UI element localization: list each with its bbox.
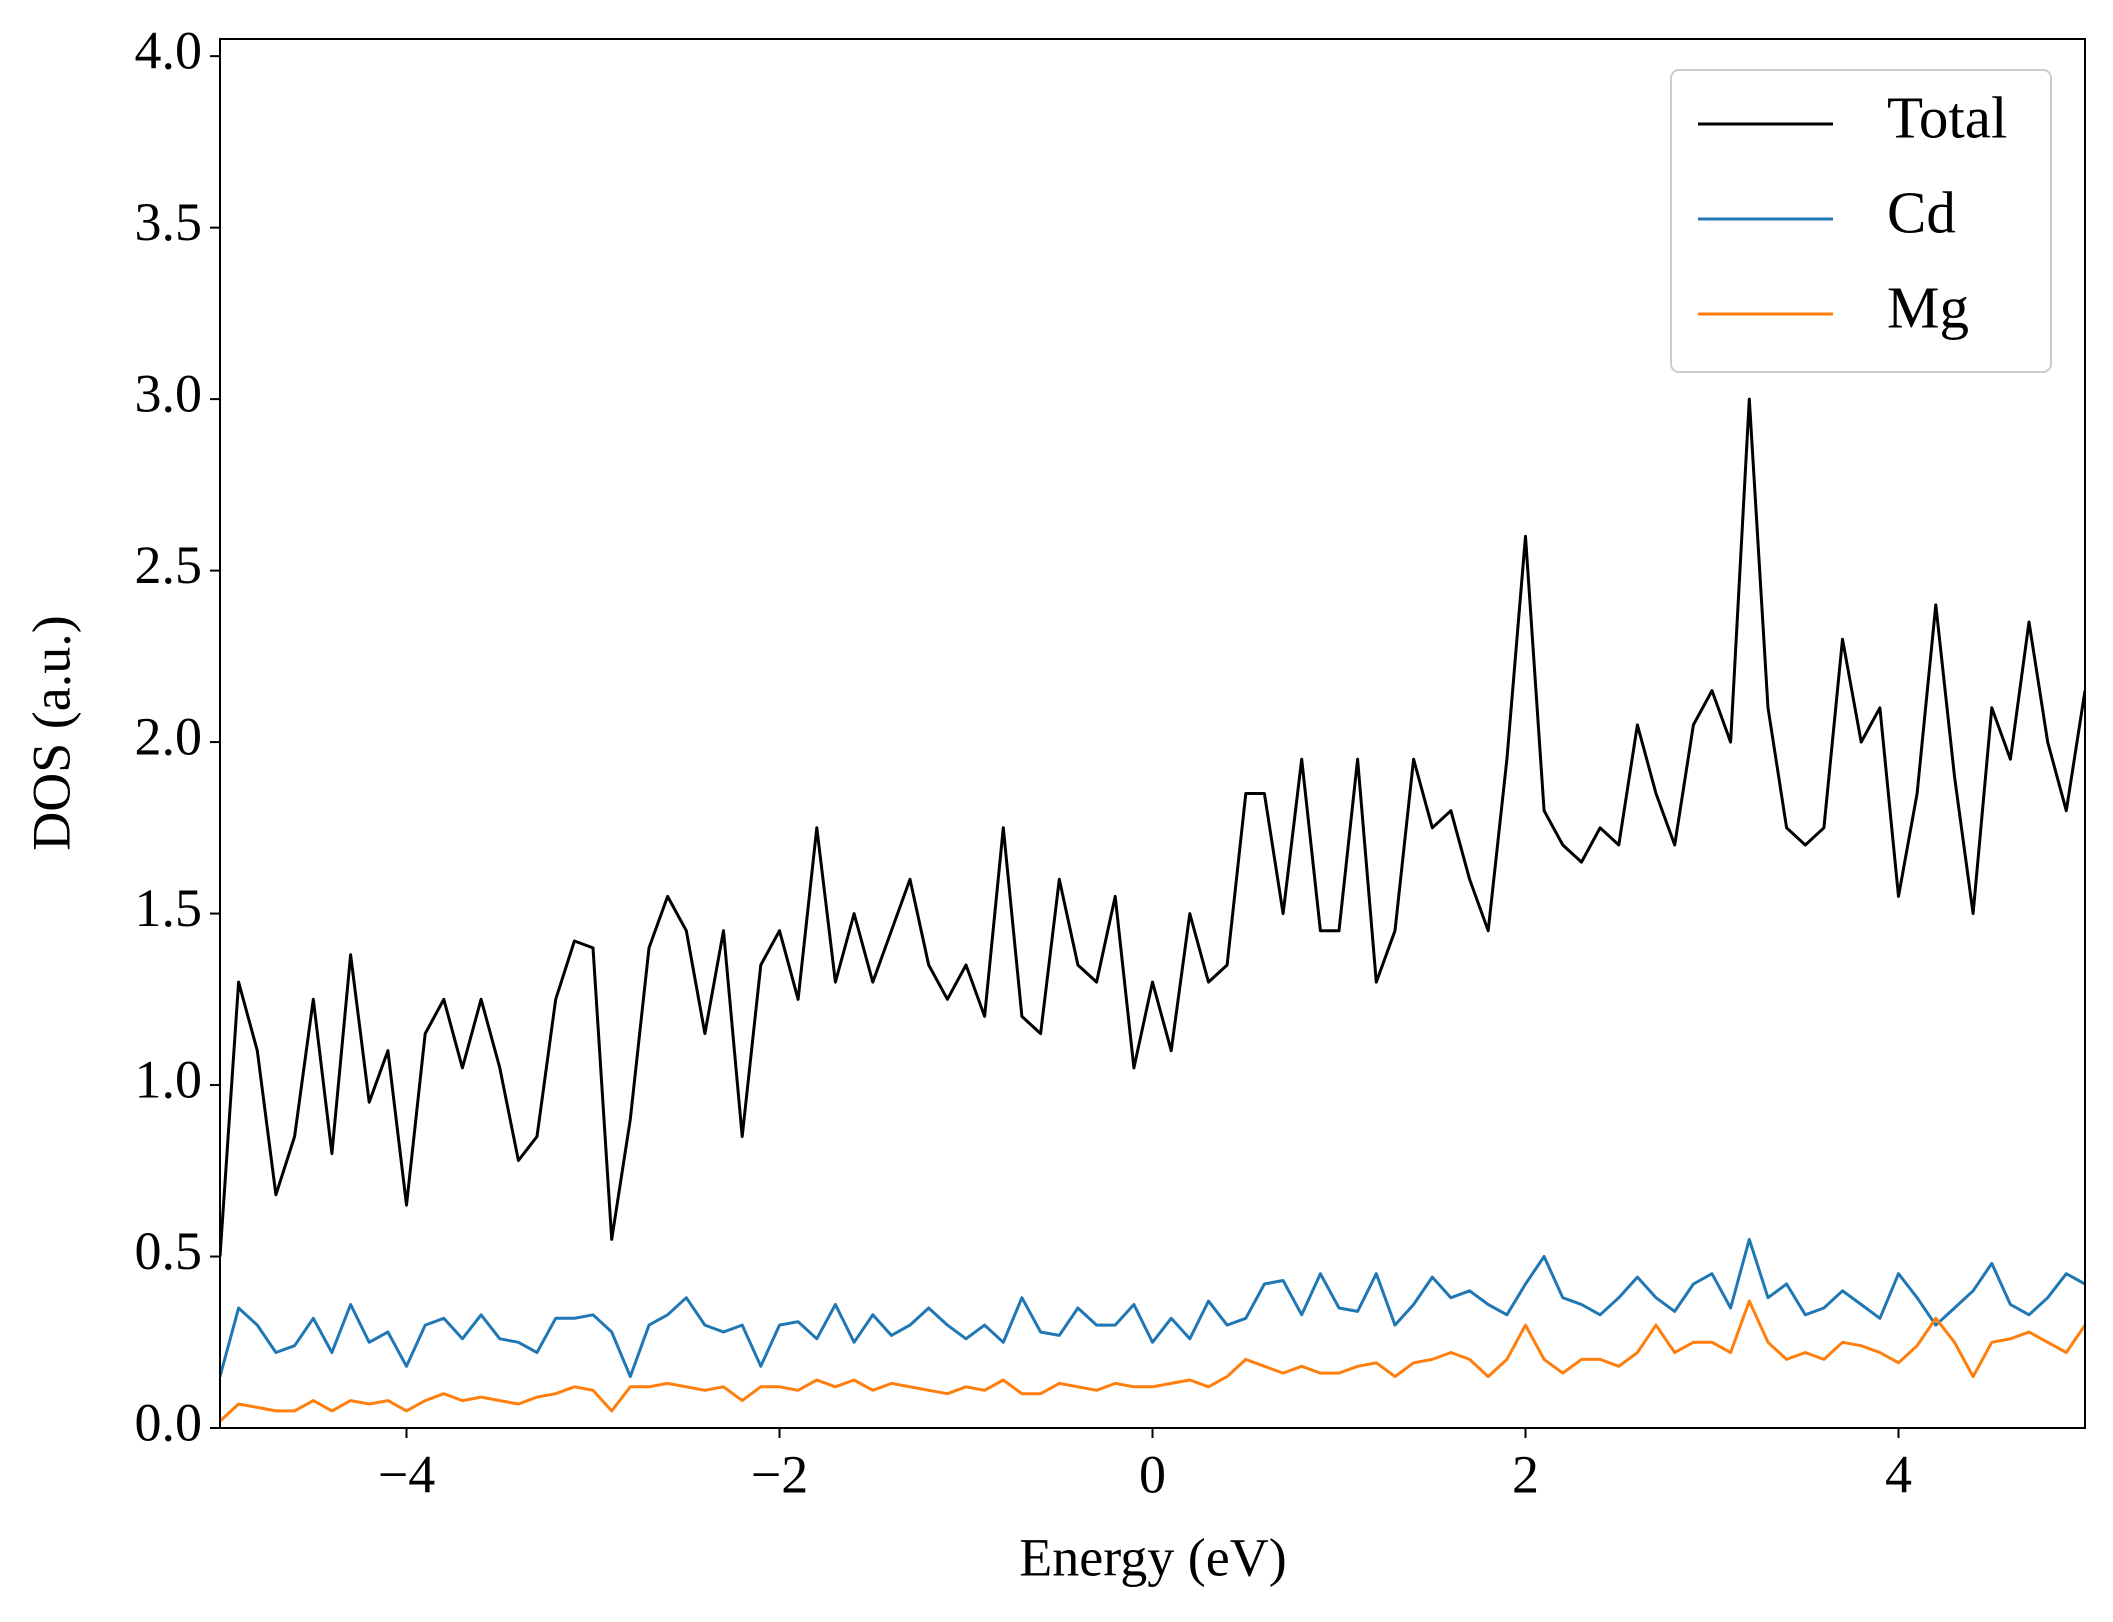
line-series — [220, 1299, 2085, 1423]
line-series — [220, 397, 2085, 1257]
x-tick-label: 2 — [1512, 1444, 1539, 1504]
plot-frame — [219, 38, 2086, 1429]
y-tick-label: 0.0 — [135, 1392, 203, 1452]
legend-box — [1670, 69, 2052, 373]
legend-label: Mg — [1887, 275, 1969, 341]
y-tick-label: 3.5 — [135, 192, 203, 252]
y-tick-label: 2.0 — [135, 706, 203, 766]
y-tick-label: 1.0 — [135, 1049, 203, 1109]
x-axis-label: Energy (eV) — [1019, 1527, 1286, 1587]
y-tick-label: 3.0 — [135, 364, 203, 424]
x-tick-label: −4 — [378, 1444, 435, 1504]
x-tick-label: 4 — [1885, 1444, 1912, 1504]
x-tick-label: 0 — [1139, 1444, 1166, 1504]
y-tick-label: 1.5 — [135, 878, 203, 938]
y-tick-label: 0.5 — [135, 1221, 203, 1281]
legend-label: Cd — [1887, 180, 1956, 246]
legend-label: Total — [1887, 85, 2007, 151]
x-tick-label: −2 — [751, 1444, 808, 1504]
line-series — [220, 1237, 2085, 1379]
y-tick-label: 4.0 — [135, 21, 203, 81]
y-axis-label: DOS (a.u.) — [21, 615, 81, 850]
y-tick-label: 2.5 — [135, 535, 203, 595]
